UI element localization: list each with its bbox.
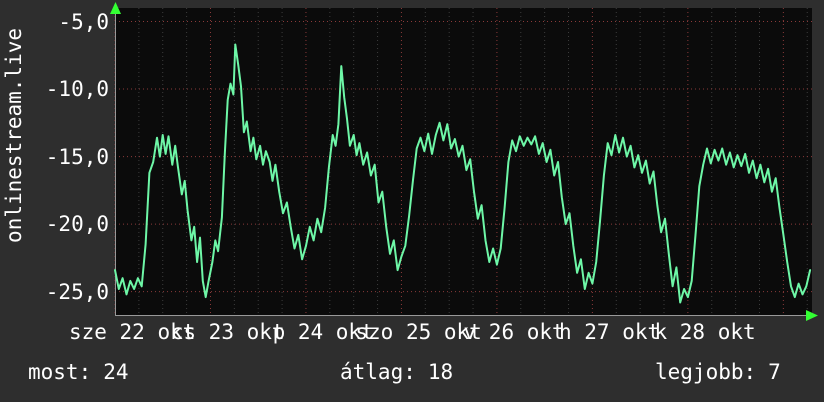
x-tick-label: h 27 okt xyxy=(559,320,661,344)
y-tick-label: -10,0 xyxy=(45,77,109,102)
stat-average-label: átlag: xyxy=(340,360,416,384)
x-tick-label: cs 23 okt xyxy=(170,320,285,344)
chart-plot xyxy=(110,2,818,321)
y-tick-label: -15,0 xyxy=(45,144,109,169)
stat-current-label: most: xyxy=(28,360,92,384)
x-tick-label: p 24 okt xyxy=(272,320,374,344)
x-tick-label: v 26 okt xyxy=(463,320,565,344)
stat-average: átlag: 18 xyxy=(340,360,453,384)
x-tick-label: k 28 okt xyxy=(654,320,756,344)
stat-best-value: 7 xyxy=(768,360,781,384)
stat-average-value: 18 xyxy=(427,360,454,384)
stat-best: legjobb: 7 xyxy=(655,360,781,384)
y-axis-labels: -5,0 -10,0 -15,0 -20,0 -25,0 xyxy=(0,8,111,316)
stats-row: most: 24 átlag: 18 legjobb: 7 xyxy=(0,360,824,390)
stat-current: most: 24 xyxy=(28,360,129,384)
y-tick-label: -5,0 xyxy=(58,9,109,34)
x-tick-label: szo 25 okt xyxy=(355,320,482,344)
x-tick-label: sze 22 okt xyxy=(68,320,196,344)
y-tick-label: -25,0 xyxy=(45,279,109,304)
y-tick-label: -20,0 xyxy=(45,212,109,237)
stat-current-value: 24 xyxy=(103,360,129,384)
data-series-line xyxy=(114,43,812,304)
x-axis-arrow-icon xyxy=(806,310,818,321)
y-axis-arrow-icon xyxy=(110,2,121,14)
stat-best-label: legjobb: xyxy=(655,360,757,384)
x-axis-labels: sze 22 okt cs 23 okt p 24 okt szo 25 okt v 2… xyxy=(69,320,812,346)
